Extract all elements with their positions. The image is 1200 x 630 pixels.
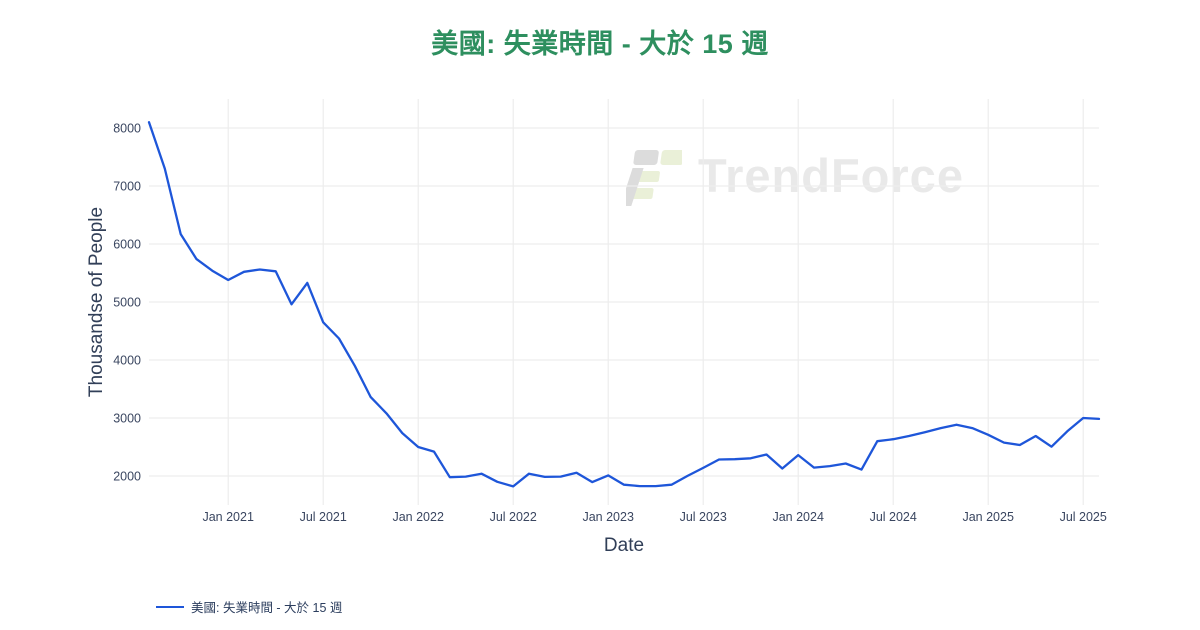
x-tick-label: Jan 2021 (202, 510, 253, 524)
x-tick-label: Jul 2023 (680, 510, 727, 524)
legend: 美國: 失業時間 - 大於 15 週 (156, 597, 342, 616)
y-tick-label: 7000 (113, 180, 141, 194)
legend-line-swatch (156, 605, 184, 608)
x-tick-label: Jul 2024 (870, 510, 917, 524)
y-tick-label: 8000 (113, 122, 141, 136)
x-tick-label: Jul 2021 (300, 510, 347, 524)
y-tick-label: 3000 (113, 412, 141, 426)
x-tick-label: Jul 2025 (1060, 510, 1107, 524)
y-tick-label: 5000 (113, 296, 141, 310)
x-tick-label: Jan 2022 (392, 510, 443, 524)
series-line (147, 121, 1101, 488)
y-tick-label: 4000 (113, 354, 141, 368)
x-tick-label: Jul 2022 (490, 510, 537, 524)
y-axis-title: Thousandse of People (86, 206, 107, 398)
legend-label: 美國: 失業時間 - 大於 15 週 (191, 601, 343, 615)
chart-title: 美國: 失業時間 - 大於 15 週 (431, 29, 769, 59)
x-tick-label: Jan 2023 (582, 510, 633, 524)
x-tick-label: Jan 2025 (962, 510, 1013, 524)
x-axis-title: Date (603, 535, 645, 556)
y-tick-label: 2000 (113, 470, 141, 484)
x-tick-label: Jan 2024 (772, 510, 823, 524)
y-tick-label: 6000 (113, 238, 141, 252)
